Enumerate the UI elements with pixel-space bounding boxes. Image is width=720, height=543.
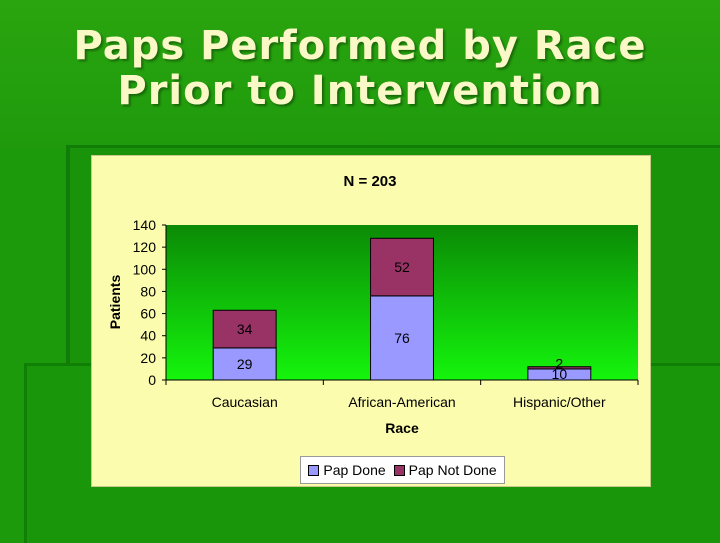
legend-swatch-pap-done <box>308 464 320 476</box>
y-axis: 0 20 40 60 80 100 120 140 <box>133 217 167 388</box>
legend-label-pap-done: Pap Done <box>323 462 386 478</box>
x-tick-label: African-American <box>348 394 455 410</box>
x-axis-label: Race <box>385 420 419 436</box>
x-tick-label: Caucasian <box>212 394 278 410</box>
legend-label-pap-not-done: Pap Not Done <box>408 462 497 478</box>
y-tick-label: 40 <box>140 328 156 344</box>
y-tick-label: 60 <box>140 306 156 322</box>
data-label: 76 <box>394 330 410 346</box>
legend-item-pap-not-done: Pap Not Done <box>393 462 497 478</box>
y-tick-label: 140 <box>133 217 157 233</box>
bar-segment <box>212 309 277 349</box>
legend-swatch-pap-not-done <box>393 464 405 476</box>
x-axis: Caucasian African-American Hispanic/Other <box>165 379 639 410</box>
chart-title: N = 203 <box>344 173 397 190</box>
data-label: 2 <box>555 356 563 372</box>
background-top <box>0 0 720 150</box>
bars: 29 34 76 52 102 <box>212 237 592 382</box>
bar-segment <box>527 366 592 370</box>
y-axis-label: Patients <box>107 275 123 330</box>
y-tick-label: 0 <box>148 372 156 388</box>
slide-title-line-1: Paps Performed by Race <box>73 23 647 69</box>
bar-segment <box>370 237 434 297</box>
y-tick-label: 100 <box>133 261 157 277</box>
x-tick-label: Hispanic/Other <box>513 394 606 410</box>
y-tick-label: 80 <box>140 283 156 299</box>
data-label: 34 <box>237 321 253 337</box>
slide-title: Paps Performed by Race Prior to Interven… <box>0 24 720 114</box>
slide-title-line-2: Prior to Intervention <box>117 68 603 114</box>
data-label: 10 <box>552 366 568 382</box>
data-label: 29 <box>237 356 253 372</box>
bar-segment <box>370 295 434 381</box>
y-tick-label: 20 <box>140 350 156 366</box>
legend: Pap Done Pap Not Done <box>300 456 505 484</box>
legend-item-pap-done: Pap Done <box>308 462 386 478</box>
y-tick-label: 120 <box>133 239 157 255</box>
data-label: 52 <box>394 259 410 275</box>
